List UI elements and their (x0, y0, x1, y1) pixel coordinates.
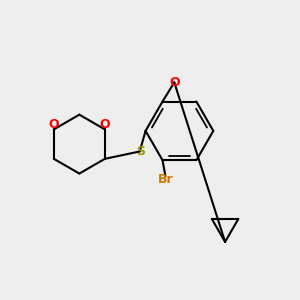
Text: O: O (100, 118, 110, 130)
Text: S: S (136, 145, 145, 158)
Text: O: O (169, 76, 180, 89)
Text: O: O (49, 118, 59, 130)
Text: Br: Br (158, 173, 173, 186)
